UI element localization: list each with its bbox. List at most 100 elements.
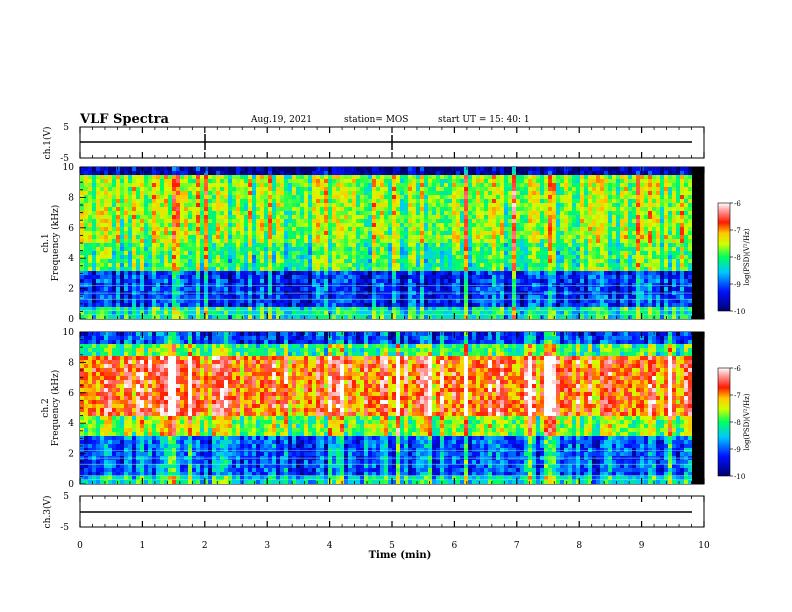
spectrogram-cell	[156, 223, 161, 228]
spectrogram-cell	[440, 295, 445, 300]
spectrogram-cell	[468, 315, 473, 319]
spectrogram-cell	[120, 255, 125, 260]
spectrogram-cell	[412, 211, 417, 216]
spectrogram-cell	[132, 231, 137, 236]
spectrogram-cell	[244, 195, 249, 200]
spectrogram-cell	[192, 167, 197, 172]
spectrogram-cell	[356, 175, 361, 180]
spectrogram-cell	[152, 183, 157, 188]
spectrogram-cell	[336, 271, 341, 276]
spectrogram-cell	[392, 219, 397, 224]
spectrogram-cell	[452, 199, 457, 204]
spectrogram-cell	[540, 287, 545, 292]
spectrogram-cell	[204, 307, 209, 312]
spectrogram-cell	[420, 299, 425, 304]
spectrogram-cell	[84, 251, 89, 256]
spectrogram-cell	[224, 203, 229, 208]
spectrogram-cell	[92, 239, 97, 244]
spectrogram-cell	[444, 263, 449, 268]
spectrogram-cell	[152, 219, 157, 224]
spectrogram-cell	[380, 315, 385, 319]
spectrogram-cell	[312, 255, 317, 260]
spectrogram-cell	[148, 235, 153, 240]
spectrogram-cell	[376, 295, 381, 300]
spectrogram-cell	[404, 299, 409, 304]
spectrogram-cell	[524, 207, 529, 212]
spectrogram-cell	[80, 311, 85, 316]
spectrogram-cell	[164, 235, 169, 240]
spectrogram-cell	[300, 239, 305, 244]
spectrogram-cell	[196, 171, 201, 176]
spectrogram-cell	[316, 211, 321, 216]
spectrogram-cell	[604, 179, 609, 184]
spectrogram-cell	[596, 243, 601, 248]
spectrogram-cell	[504, 271, 509, 276]
spectrogram-cell	[320, 259, 325, 264]
spectrogram-cell	[352, 175, 357, 180]
spectrogram-cell	[272, 191, 277, 196]
spectrogram-cell	[356, 263, 361, 268]
spectrogram-cell	[160, 267, 165, 272]
spectrogram-cell	[220, 171, 225, 176]
spectrogram-cell	[556, 315, 561, 319]
spectrogram-cell	[512, 299, 517, 304]
spectrogram-cell	[428, 175, 433, 180]
spectrogram-cell	[564, 187, 569, 192]
spectrogram-cell	[140, 227, 145, 232]
spectrogram-cell	[268, 191, 273, 196]
spectrogram-cell	[220, 243, 225, 248]
spectrogram-cell	[100, 223, 105, 228]
spectrogram-cell	[172, 255, 177, 260]
spectrogram-cell	[408, 191, 413, 196]
spectrogram-cell	[448, 267, 453, 272]
spectrogram-cell	[148, 251, 153, 256]
spectrogram-cell	[200, 199, 205, 204]
spectrogram-cell	[420, 279, 425, 284]
spectrogram-cell	[104, 259, 109, 264]
spectrogram-cell	[160, 191, 165, 196]
spectrogram-cell	[476, 303, 481, 308]
spectrogram-cell	[104, 255, 109, 260]
spectrogram-cell	[568, 247, 573, 252]
spectrogram-cell	[572, 183, 577, 188]
spectrogram-cell	[228, 287, 233, 292]
spectrogram-cell	[204, 295, 209, 300]
spectrogram-cell	[108, 211, 113, 216]
spectrogram-cell	[392, 167, 397, 172]
spectrogram-cell	[304, 247, 309, 252]
spectrogram-cell	[268, 179, 273, 184]
spectrogram-cell	[596, 247, 601, 252]
spectrogram-cell	[88, 203, 93, 208]
spectrogram-cell	[292, 271, 297, 276]
spectrogram-cell	[292, 307, 297, 312]
spectrogram-cell	[312, 259, 317, 264]
spectrogram-cell	[164, 175, 169, 180]
spectrogram-cell	[268, 215, 273, 220]
spectrogram-cell	[200, 255, 205, 260]
spectrogram-cell	[288, 195, 293, 200]
spectrogram-cell	[560, 195, 565, 200]
spectrogram-cell	[340, 267, 345, 272]
spectrogram-cell	[108, 307, 113, 312]
spectrogram-cell	[136, 247, 141, 252]
spectrogram-cell	[388, 179, 393, 184]
spectrogram-cell	[432, 183, 437, 188]
spectrogram-cell	[420, 247, 425, 252]
spectrogram-cell	[512, 259, 517, 264]
spectrogram-cell	[140, 235, 145, 240]
spectrogram-cell	[412, 251, 417, 256]
spectrogram-cell	[256, 307, 261, 312]
spectrogram-cell	[472, 179, 477, 184]
spectrogram-cell	[376, 167, 381, 172]
spectrogram-cell	[240, 203, 245, 208]
spectrogram-cell	[468, 211, 473, 216]
spectrogram-cell	[256, 303, 261, 308]
spectrogram-cell	[536, 219, 541, 224]
spectrogram-cell	[444, 183, 449, 188]
spectrogram-cell	[528, 195, 533, 200]
spectrogram-cell	[288, 167, 293, 172]
spectrogram-cell	[448, 311, 453, 316]
spectrogram-cell	[456, 315, 461, 319]
spectrogram-cell	[312, 179, 317, 184]
spectrogram-cell	[272, 295, 277, 300]
